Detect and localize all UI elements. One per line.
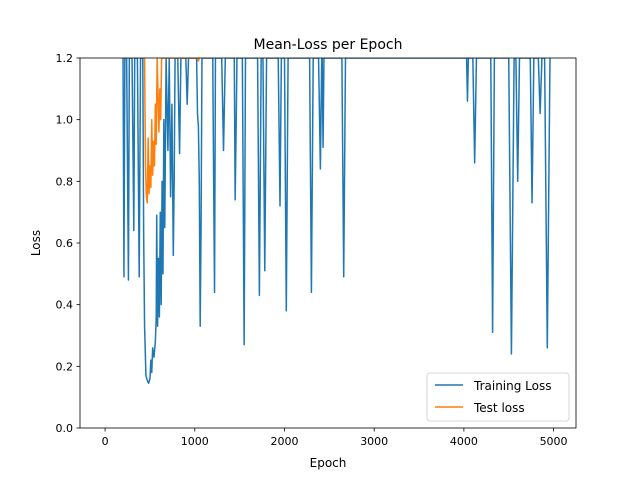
legend: Training Loss Test loss	[426, 372, 570, 422]
x-tick-label: 4000	[450, 435, 478, 448]
x-axis-label: Epoch	[310, 456, 347, 470]
x-tick-label: 3000	[360, 435, 388, 448]
x-axis: 0 1000 2000 3000 4000 5000	[102, 428, 568, 448]
series-layer	[122, 58, 551, 385]
x-tick-label: 1000	[181, 435, 209, 448]
y-tick-label: 0.0	[56, 422, 74, 435]
x-tick-label: 2000	[270, 435, 298, 448]
x-tick-label: 5000	[540, 435, 568, 448]
y-axis-label: Loss	[29, 230, 43, 256]
y-axis: 0.0 0.2 0.4 0.6 0.8 1.0 1.2	[56, 52, 80, 435]
y-tick-label: 1.0	[56, 114, 74, 127]
y-tick-label: 0.6	[56, 237, 74, 250]
chart-title: Mean-Loss per Epoch	[254, 37, 403, 53]
legend-label-training-loss: Training Loss	[473, 379, 551, 393]
y-tick-label: 0.2	[56, 360, 74, 373]
legend-label-test-loss: Test loss	[473, 401, 525, 415]
y-tick-label: 1.2	[56, 52, 74, 65]
series-line-test-loss	[143, 58, 201, 204]
series-line-training-loss	[122, 58, 551, 385]
y-tick-label: 0.4	[56, 299, 74, 312]
y-tick-label: 0.8	[56, 175, 74, 188]
x-tick-label: 0	[102, 435, 109, 448]
